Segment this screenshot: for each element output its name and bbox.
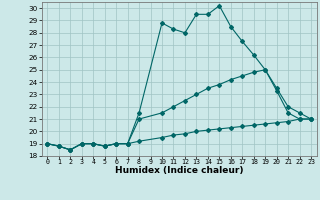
- X-axis label: Humidex (Indice chaleur): Humidex (Indice chaleur): [115, 166, 244, 175]
